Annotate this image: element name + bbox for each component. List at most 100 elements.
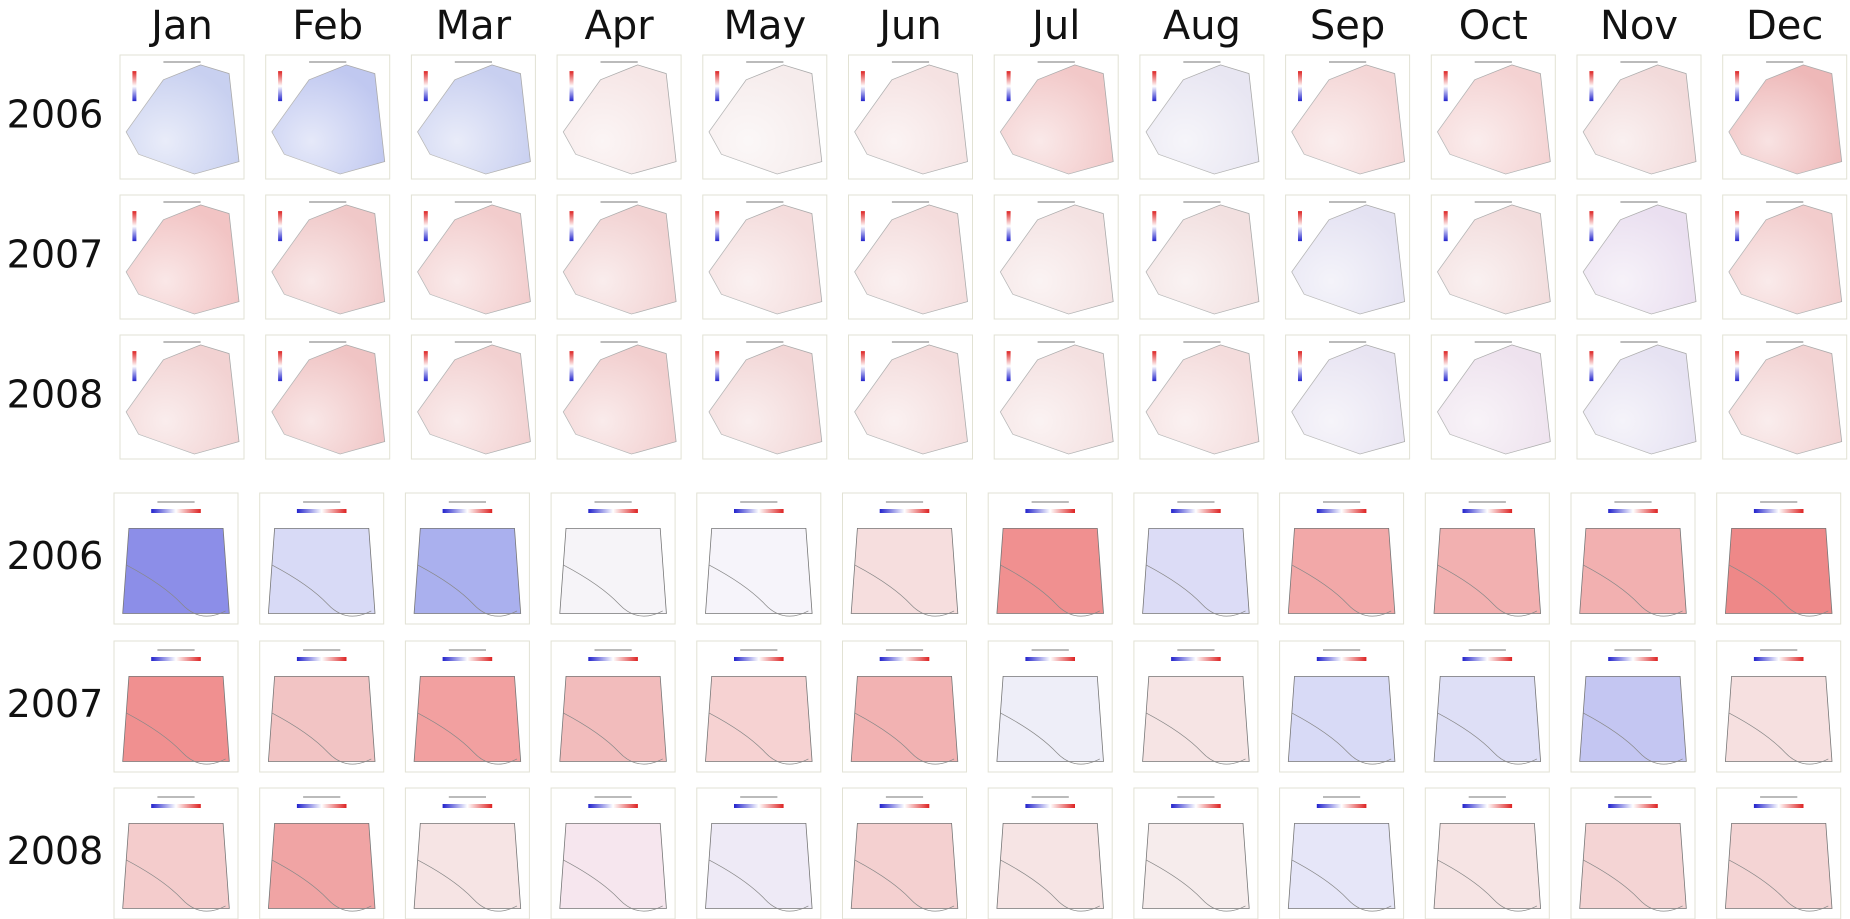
europe-map	[1723, 55, 1847, 179]
colorbar	[278, 351, 282, 381]
map-title	[157, 796, 194, 798]
poland-map	[260, 788, 384, 919]
poland-map	[114, 641, 238, 772]
map-area	[560, 676, 667, 761]
europe-map	[120, 335, 244, 459]
map-title	[455, 201, 492, 203]
map-title	[455, 341, 492, 343]
colorbar	[1589, 351, 1593, 381]
map-area	[997, 676, 1104, 761]
poland-map	[114, 493, 238, 624]
europe-map	[1286, 195, 1410, 319]
poland-map	[551, 788, 675, 919]
colorbar	[570, 211, 574, 241]
europe-map	[557, 335, 681, 459]
map-title	[1469, 796, 1506, 798]
map-area	[123, 823, 230, 908]
map-title	[303, 796, 340, 798]
europe-map	[120, 195, 244, 319]
map-title	[595, 649, 632, 651]
map-area	[1580, 528, 1687, 613]
colorbar	[1735, 351, 1739, 381]
map-area	[268, 676, 375, 761]
poland-map	[1280, 788, 1404, 919]
map-title	[455, 61, 492, 63]
colorbar	[1735, 71, 1739, 101]
colorbar	[1152, 71, 1156, 101]
map-title	[1620, 61, 1657, 63]
month-label: Jul	[1029, 3, 1080, 49]
poland-map	[1280, 641, 1404, 772]
map-area	[414, 528, 521, 613]
colorbar	[1463, 804, 1513, 808]
europe-map	[1577, 335, 1701, 459]
month-label: Aug	[1163, 3, 1241, 49]
colorbar	[880, 657, 930, 661]
map-title	[1469, 501, 1506, 503]
map-area	[706, 676, 813, 761]
map-title	[595, 796, 632, 798]
colorbar	[734, 509, 784, 513]
europe-map	[849, 55, 973, 179]
poland-map	[1425, 493, 1549, 624]
map-title	[1323, 501, 1360, 503]
map-title	[1329, 201, 1366, 203]
colorbar	[1444, 71, 1448, 101]
month-label: Nov	[1600, 3, 1678, 49]
colorbar	[424, 351, 428, 381]
map-title	[1475, 201, 1512, 203]
colorbar	[278, 71, 282, 101]
map-title	[1614, 649, 1651, 651]
colorbar	[151, 657, 201, 661]
colorbar	[1025, 804, 1075, 808]
map-area	[1725, 676, 1832, 761]
europe-map	[1286, 55, 1410, 179]
map-title	[1475, 61, 1512, 63]
europe-map	[1431, 55, 1555, 179]
colorbar	[734, 804, 784, 808]
colorbar	[734, 657, 784, 661]
poland-map	[405, 641, 529, 772]
europe-map	[703, 55, 827, 179]
month-label: May	[723, 3, 806, 49]
europe-map	[1140, 55, 1264, 179]
europe-map	[120, 55, 244, 179]
europe-map	[1286, 335, 1410, 459]
poland-map	[260, 641, 384, 772]
map-title	[1038, 61, 1075, 63]
map-title	[1469, 649, 1506, 651]
poland-map	[405, 493, 529, 624]
europe-map	[1723, 195, 1847, 319]
map-area	[997, 528, 1104, 613]
colorbar	[443, 657, 493, 661]
colorbar	[588, 657, 638, 661]
colorbar	[1007, 351, 1011, 381]
europe-map	[849, 335, 973, 459]
colorbar	[443, 509, 493, 513]
colorbar	[880, 804, 930, 808]
map-title	[1032, 649, 1069, 651]
map-area	[1288, 528, 1395, 613]
map-title	[163, 201, 200, 203]
colorbar	[1298, 211, 1302, 241]
map-area	[997, 823, 1104, 908]
map-area	[1434, 528, 1541, 613]
poland-map	[551, 493, 675, 624]
colorbar	[1007, 71, 1011, 101]
europe-map	[411, 335, 535, 459]
map-title	[892, 201, 929, 203]
map-title	[157, 501, 194, 503]
europe-map	[1431, 335, 1555, 459]
map-title	[449, 796, 486, 798]
month-label: Jun	[876, 3, 942, 49]
map-title	[1760, 649, 1797, 651]
poland-map	[988, 788, 1112, 919]
map-title	[1620, 201, 1657, 203]
europe-map	[703, 195, 827, 319]
poland-map	[697, 788, 821, 919]
map-title	[163, 61, 200, 63]
map-title	[1614, 796, 1651, 798]
map-title	[740, 501, 777, 503]
europe-map	[557, 55, 681, 179]
colorbar	[297, 657, 347, 661]
